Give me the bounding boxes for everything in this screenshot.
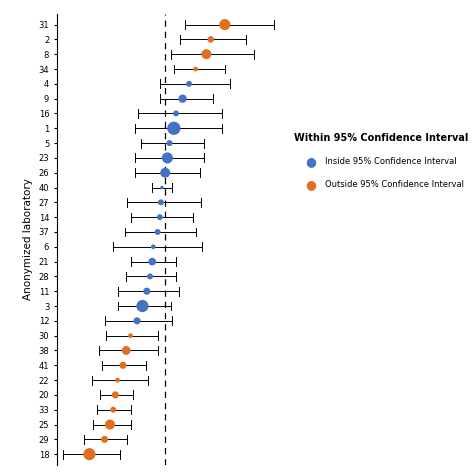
Point — [162, 169, 169, 176]
Point — [221, 21, 228, 28]
Y-axis label: Anonymized laboratory: Anonymized laboratory — [23, 178, 33, 301]
Point — [172, 109, 180, 117]
Point — [114, 376, 121, 384]
Point — [122, 346, 130, 354]
Text: Outside 95% Confidence Interval: Outside 95% Confidence Interval — [325, 181, 464, 189]
Point — [109, 406, 117, 413]
Point — [157, 199, 164, 206]
Point — [148, 258, 156, 265]
Point — [86, 450, 93, 458]
Point — [156, 213, 164, 221]
Point — [149, 243, 157, 251]
Point — [127, 332, 134, 339]
Text: ●: ● — [306, 155, 317, 168]
Point — [164, 154, 171, 162]
Text: ●: ● — [306, 178, 317, 191]
Text: Inside 95% Confidence Interval: Inside 95% Confidence Interval — [325, 157, 456, 165]
Point — [158, 184, 166, 191]
Point — [179, 95, 186, 102]
Point — [202, 50, 210, 58]
Point — [139, 302, 146, 310]
Point — [119, 362, 127, 369]
Point — [192, 65, 200, 73]
Point — [101, 436, 109, 443]
Text: Within 95% Confidence Interval: Within 95% Confidence Interval — [294, 133, 468, 143]
Point — [207, 36, 215, 43]
Point — [154, 228, 162, 236]
Point — [146, 273, 154, 280]
Point — [166, 139, 173, 147]
Point — [170, 125, 178, 132]
Point — [133, 317, 141, 325]
Point — [185, 80, 193, 88]
Point — [111, 391, 119, 399]
Point — [106, 421, 114, 428]
Point — [143, 287, 151, 295]
